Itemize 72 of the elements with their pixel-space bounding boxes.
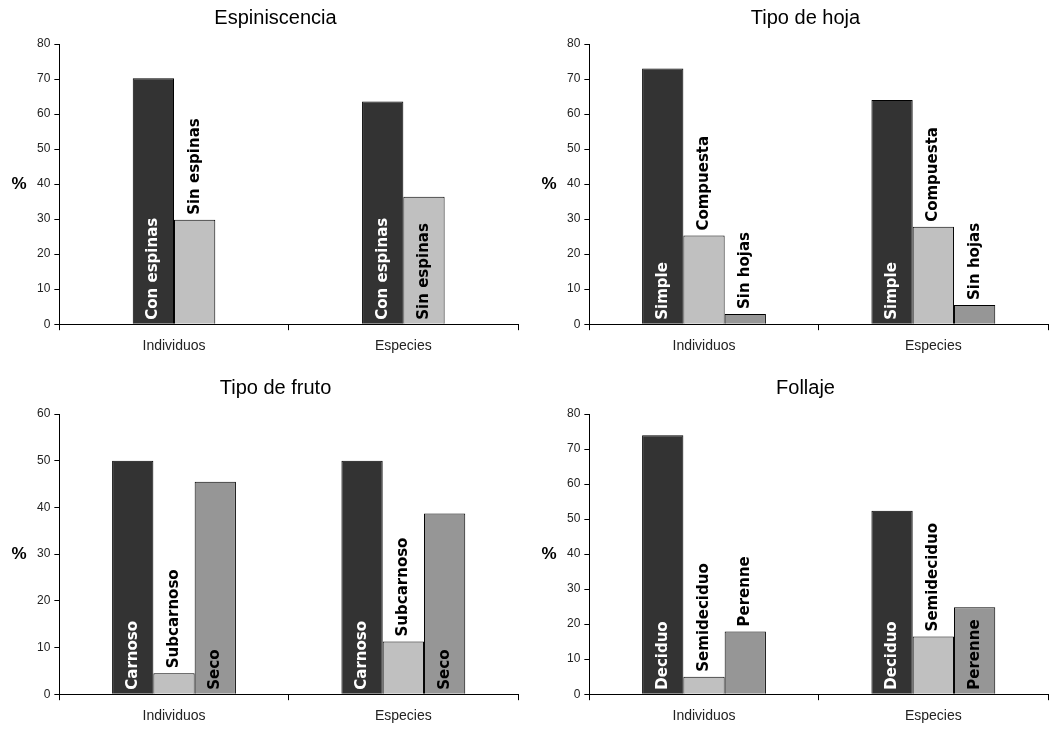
series-label: Con espinas xyxy=(143,217,162,320)
y-axis-title: % xyxy=(11,173,27,193)
text: Compuesta xyxy=(923,127,942,222)
text: Seco xyxy=(434,649,453,690)
y-tick-label: 10 xyxy=(36,639,51,654)
x-tick-label: Individuos xyxy=(672,707,736,724)
y-tick-label: 60 xyxy=(566,476,581,491)
y-tick-label: 30 xyxy=(566,581,581,596)
y-tick-label: 20 xyxy=(566,616,581,631)
text: Subcarnoso xyxy=(163,569,182,669)
x-tick-label: Individuos xyxy=(142,337,206,354)
y-tick-label: 40 xyxy=(566,546,581,561)
y-tick-label: 50 xyxy=(566,141,581,156)
series-label: Deciduo xyxy=(652,621,671,690)
y-tick-label: 50 xyxy=(36,141,51,156)
chart-title: Follaje xyxy=(776,375,835,398)
y-axis-title: % xyxy=(541,173,557,193)
x-tick-label: Especies xyxy=(904,707,962,724)
text: Carnoso xyxy=(351,620,370,690)
y-tick-label: 30 xyxy=(566,211,581,226)
x-tick-label: Individuos xyxy=(672,337,736,354)
y-tick-label: 70 xyxy=(36,71,51,86)
y-tick-label: 20 xyxy=(36,246,51,261)
chart-title: Tipo de hoja xyxy=(750,5,862,28)
y-tick-label: 50 xyxy=(566,511,581,526)
y-axis-title: % xyxy=(541,543,557,563)
text: Compuesta xyxy=(693,135,712,231)
series-label: Seco xyxy=(205,649,224,690)
y-tick-label: 30 xyxy=(36,546,51,561)
y-tick-label: 70 xyxy=(566,71,581,86)
text: Deciduo xyxy=(881,621,900,690)
y-tick-label: 70 xyxy=(566,441,581,456)
series-label: Carnoso xyxy=(122,620,141,690)
text: Sin hojas xyxy=(735,231,754,310)
y-tick-label: 60 xyxy=(36,406,51,421)
y-tick-label: 80 xyxy=(566,406,581,421)
y-tick-label: 10 xyxy=(566,281,581,296)
text: Simple xyxy=(881,262,900,320)
y-tick-label: 40 xyxy=(36,176,51,191)
x-tick-label: Especies xyxy=(374,337,432,354)
series-label: Sin espinas xyxy=(413,223,432,320)
chart-title: Tipo de fruto xyxy=(219,375,332,398)
text: Semideciduo xyxy=(693,563,712,672)
text: Subcarnoso xyxy=(393,537,412,637)
y-tick-label: 0 xyxy=(573,316,581,331)
text: Sin espinas xyxy=(184,118,203,215)
x-tick-label: Especies xyxy=(904,337,962,354)
y-tick-label: 10 xyxy=(36,281,51,296)
x-tick-label: Especies xyxy=(374,707,432,724)
text: Semideciduo xyxy=(923,522,942,632)
y-tick-label: 0 xyxy=(43,316,51,331)
y-tick-label: 40 xyxy=(36,499,51,514)
y-tick-label: 50 xyxy=(36,453,51,468)
series-label: Perenne xyxy=(964,619,983,690)
y-tick-label: 40 xyxy=(566,176,581,191)
series-label: Simple xyxy=(652,262,671,320)
y-tick-label: 30 xyxy=(36,211,51,226)
text: Sin hojas xyxy=(964,222,983,300)
y-tick-label: 80 xyxy=(566,36,581,51)
y-tick-label: 0 xyxy=(43,686,51,701)
y-tick-label: 80 xyxy=(36,36,51,51)
y-tick-label: 20 xyxy=(36,593,51,608)
y-tick-label: 10 xyxy=(566,651,581,666)
x-tick-label: Individuos xyxy=(142,707,206,724)
y-tick-label: 0 xyxy=(573,686,581,701)
y-axis-title: % xyxy=(11,543,27,563)
text: Con espinas xyxy=(372,217,391,320)
y-tick-label: 60 xyxy=(36,106,51,121)
text: Perenne xyxy=(735,556,754,627)
y-tick-label: 60 xyxy=(566,106,581,121)
y-tick-label: 20 xyxy=(566,246,581,261)
chart-title: Espiniscencia xyxy=(214,5,338,28)
